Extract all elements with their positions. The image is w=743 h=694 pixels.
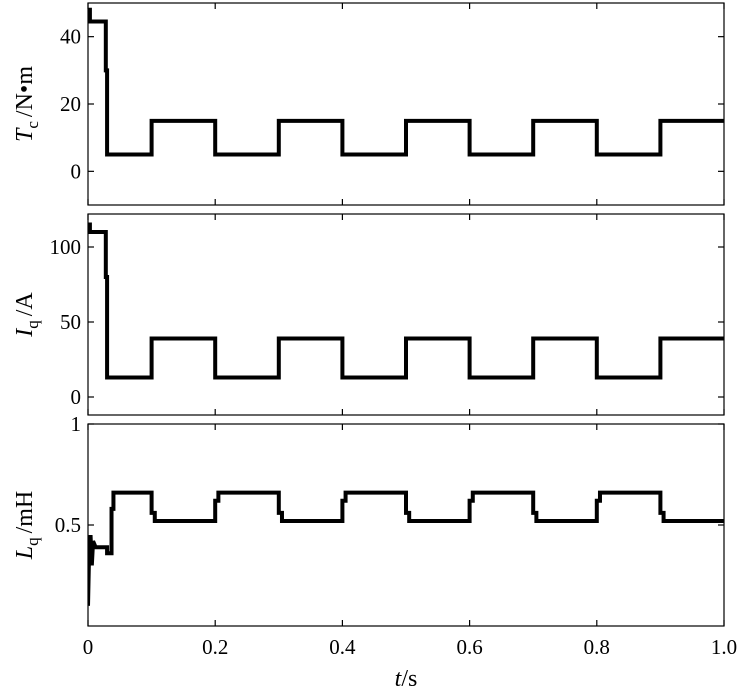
y-tick-label: 50: [60, 310, 81, 334]
plot-frame: [87, 213, 725, 416]
x-tick-label: 0.8: [584, 635, 610, 659]
y-tick-label: 0.5: [55, 513, 81, 537]
y-axis-label: Iq/A: [12, 292, 42, 338]
series-line: [88, 7, 724, 157]
panel-3: 0.5 1 Lq/mH 0 0.2 0.4 0.6 0.8 1.0 t/s: [12, 412, 737, 692]
series-line: [88, 222, 724, 380]
x-tick-label: 0.4: [329, 635, 356, 659]
x-tick-label: 0: [83, 635, 94, 659]
panel-1: 0 20 40 Tc/N•m: [12, 2, 725, 206]
y-tick-label: 1: [71, 412, 82, 436]
y-tick-label: 40: [60, 25, 81, 49]
y-tick-label: 0: [71, 385, 82, 409]
panel-2: 0 50 100 Iq/A: [12, 213, 725, 416]
y-tick-label: 0: [71, 159, 82, 183]
y-axis-label: Tc/N•m: [12, 66, 42, 142]
x-axis-label: t/s: [395, 666, 418, 692]
y-axis-label: Lq/mH: [12, 491, 42, 561]
y-tick-label: 100: [50, 235, 82, 259]
x-tick-label: 0.6: [456, 635, 482, 659]
y-tick-label: 20: [60, 92, 81, 116]
plot-frame: [87, 423, 725, 627]
x-tick-label: 0.2: [202, 635, 228, 659]
x-tick-label: 1.0: [711, 635, 737, 659]
plot-frame: [87, 2, 725, 206]
series-line: [88, 490, 724, 606]
